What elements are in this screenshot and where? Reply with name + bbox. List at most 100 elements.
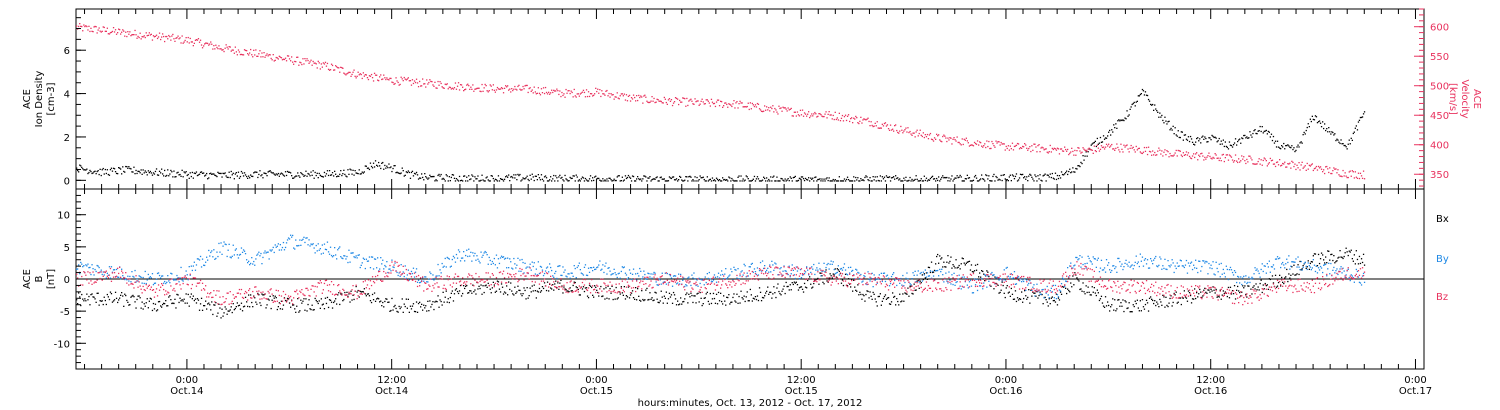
bx-point-713 [806, 287, 808, 289]
by-point-711 [803, 272, 806, 275]
bx-point-636 [727, 296, 729, 299]
bx-point-187 [267, 298, 269, 300]
by-point-74 [151, 273, 154, 275]
velocity-point-355 [439, 81, 441, 83]
velocity-point-398 [483, 87, 485, 89]
velocity-point-340 [424, 83, 426, 85]
density-point-1008 [1108, 131, 1110, 133]
velocity-point-158 [237, 49, 240, 51]
density-point-1101 [1203, 138, 1205, 140]
by-point-830 [925, 276, 928, 278]
density-point-878 [974, 174, 977, 177]
by-point-176 [256, 254, 258, 256]
density-point-1110 [1212, 135, 1214, 138]
density-point-853 [949, 180, 951, 182]
by-point-862 [958, 274, 960, 276]
by-point-744 [837, 265, 839, 267]
density-point-307 [390, 166, 392, 168]
by-point-647 [738, 278, 740, 280]
density-point-747 [840, 180, 843, 182]
velocity-point-853 [949, 137, 951, 139]
bx-point-1121 [1223, 292, 1225, 295]
by-point-551 [640, 270, 642, 272]
bx-point-687 [779, 292, 781, 295]
density-point-142 [221, 176, 223, 178]
bx-point-994 [1093, 287, 1095, 289]
by-point-968 [1067, 267, 1069, 269]
by-point-925 [1023, 280, 1025, 283]
velocity-point-983 [1082, 147, 1084, 149]
bx-point-438 [524, 289, 526, 292]
velocity-point-494 [581, 91, 584, 93]
density-point-313 [396, 171, 398, 173]
bx-point-1127 [1229, 286, 1232, 288]
bx-point-901 [998, 292, 1000, 294]
bx-point-611 [701, 304, 703, 307]
velocity-point-586 [675, 97, 678, 100]
velocity-point-1046 [1146, 153, 1149, 156]
density-point-1178 [1282, 146, 1284, 148]
velocity-point-476 [563, 93, 565, 95]
by-point-278 [360, 264, 362, 266]
density-point-134 [213, 173, 215, 175]
velocity-point-186 [266, 53, 268, 55]
bx-point-278 [360, 291, 362, 293]
bx-point-153 [232, 303, 234, 305]
bx-point-865 [961, 257, 963, 259]
bx-point-782 [876, 305, 878, 307]
bx-point-49 [126, 299, 128, 302]
by-point-154 [233, 254, 235, 256]
by-point-226 [307, 244, 309, 246]
by-point-849 [945, 272, 947, 274]
density-point-108 [186, 174, 188, 177]
density-point-894 [991, 180, 993, 182]
bx-point-299 [382, 301, 384, 304]
bx-point-760 [854, 286, 856, 288]
density-point-197 [277, 172, 279, 175]
velocity-point-438 [524, 85, 526, 87]
velocity-point-1008 [1108, 143, 1110, 145]
density-point-185 [265, 173, 267, 175]
bx-point-1039 [1139, 300, 1141, 302]
by-point-706 [798, 278, 801, 280]
ion-density-series [76, 88, 1366, 182]
density-point-444 [530, 178, 532, 180]
bx-point-501 [588, 284, 591, 286]
bx-point-1096 [1198, 293, 1200, 295]
by-point-963 [1061, 277, 1064, 279]
density-point-617 [707, 180, 709, 182]
bx-point-969 [1068, 289, 1070, 292]
velocity-point-0 [76, 25, 78, 27]
velocity-point-783 [877, 127, 879, 129]
velocity-point-194 [274, 59, 276, 61]
bx-point-1185 [1289, 277, 1291, 279]
density-point-522 [610, 179, 612, 181]
bx-point-664 [755, 298, 758, 301]
bx-point-97 [175, 307, 177, 309]
by-point-616 [706, 273, 708, 275]
velocity-point-629 [720, 100, 722, 102]
velocity-point-658 [749, 102, 751, 104]
velocity-point-1155 [1258, 158, 1260, 160]
by-point-866 [962, 286, 964, 288]
by-point-861 [957, 278, 959, 280]
b-components [76, 234, 1366, 319]
density-point-1247 [1352, 132, 1354, 135]
velocity-point-780 [874, 122, 876, 124]
by-point-495 [582, 274, 585, 276]
bx-point-1228 [1333, 255, 1335, 257]
bx-point-1222 [1327, 250, 1329, 252]
by-point-405 [490, 263, 492, 265]
velocity-point-846 [942, 135, 944, 138]
density-point-44 [121, 173, 123, 175]
bx-point-904 [1001, 281, 1003, 283]
velocity-point-517 [605, 90, 607, 92]
bx-point-748 [841, 279, 844, 281]
bx-point-562 [651, 297, 653, 299]
bx-point-946 [1044, 296, 1046, 299]
bx-point-749 [842, 284, 845, 287]
velocity-point-1011 [1111, 143, 1113, 146]
bx-point-140 [219, 307, 221, 309]
bx-point-1037 [1137, 307, 1139, 309]
